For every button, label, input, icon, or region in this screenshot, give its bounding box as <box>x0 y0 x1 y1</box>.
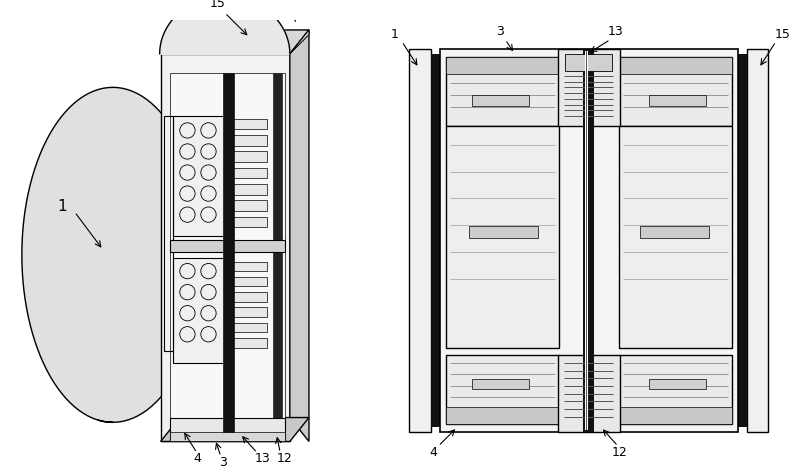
Bar <box>582 49 594 432</box>
Bar <box>619 57 732 74</box>
Bar <box>446 407 558 424</box>
Text: 13: 13 <box>255 452 271 465</box>
Bar <box>747 49 768 432</box>
Bar <box>230 201 267 211</box>
Polygon shape <box>160 0 290 54</box>
Bar <box>619 407 732 424</box>
Bar <box>230 323 267 332</box>
Polygon shape <box>22 87 204 422</box>
Bar <box>585 51 589 430</box>
Bar <box>619 356 732 424</box>
Bar <box>619 126 732 347</box>
Text: 3: 3 <box>497 25 504 38</box>
Bar <box>558 356 620 432</box>
Bar <box>230 168 267 178</box>
Text: 15: 15 <box>774 28 790 41</box>
Bar <box>649 379 706 389</box>
Bar <box>273 73 282 432</box>
Text: 15: 15 <box>210 0 226 9</box>
Bar <box>446 57 558 74</box>
Bar <box>230 262 267 271</box>
Bar <box>170 240 285 252</box>
Bar <box>738 54 747 427</box>
Text: 12: 12 <box>277 452 293 465</box>
Bar <box>230 338 267 347</box>
Bar <box>440 49 738 432</box>
Polygon shape <box>290 30 309 441</box>
Bar <box>472 379 529 389</box>
Bar <box>430 54 440 427</box>
Bar <box>472 95 529 107</box>
Bar <box>441 50 737 431</box>
Bar <box>230 308 267 317</box>
Bar <box>446 126 558 347</box>
Bar <box>558 49 620 126</box>
Bar <box>566 54 612 71</box>
Bar <box>230 292 267 302</box>
Bar <box>230 184 267 194</box>
Bar <box>170 418 285 441</box>
Bar <box>446 356 558 424</box>
Bar <box>173 116 226 236</box>
Bar <box>223 73 234 432</box>
Text: 3: 3 <box>219 456 226 469</box>
Text: 4: 4 <box>430 447 438 459</box>
Bar <box>163 116 173 351</box>
Bar <box>230 152 267 162</box>
Polygon shape <box>290 30 309 54</box>
Polygon shape <box>161 30 309 54</box>
Bar <box>469 226 538 237</box>
Bar <box>161 54 290 441</box>
Bar <box>410 49 430 432</box>
Bar <box>619 57 732 126</box>
Polygon shape <box>161 418 309 441</box>
Text: 12: 12 <box>612 447 628 459</box>
Bar <box>230 217 267 227</box>
Bar <box>230 135 267 146</box>
Text: 4: 4 <box>193 452 201 465</box>
Bar <box>230 119 267 129</box>
Bar <box>170 432 285 441</box>
Bar <box>649 95 706 107</box>
Text: 1: 1 <box>58 200 67 214</box>
Text: 1: 1 <box>391 28 399 41</box>
Bar <box>170 73 285 432</box>
Bar <box>173 258 226 363</box>
Text: 13: 13 <box>607 25 623 38</box>
Bar <box>640 226 709 237</box>
Bar <box>446 57 558 126</box>
Bar <box>586 51 587 430</box>
Bar <box>230 277 267 286</box>
